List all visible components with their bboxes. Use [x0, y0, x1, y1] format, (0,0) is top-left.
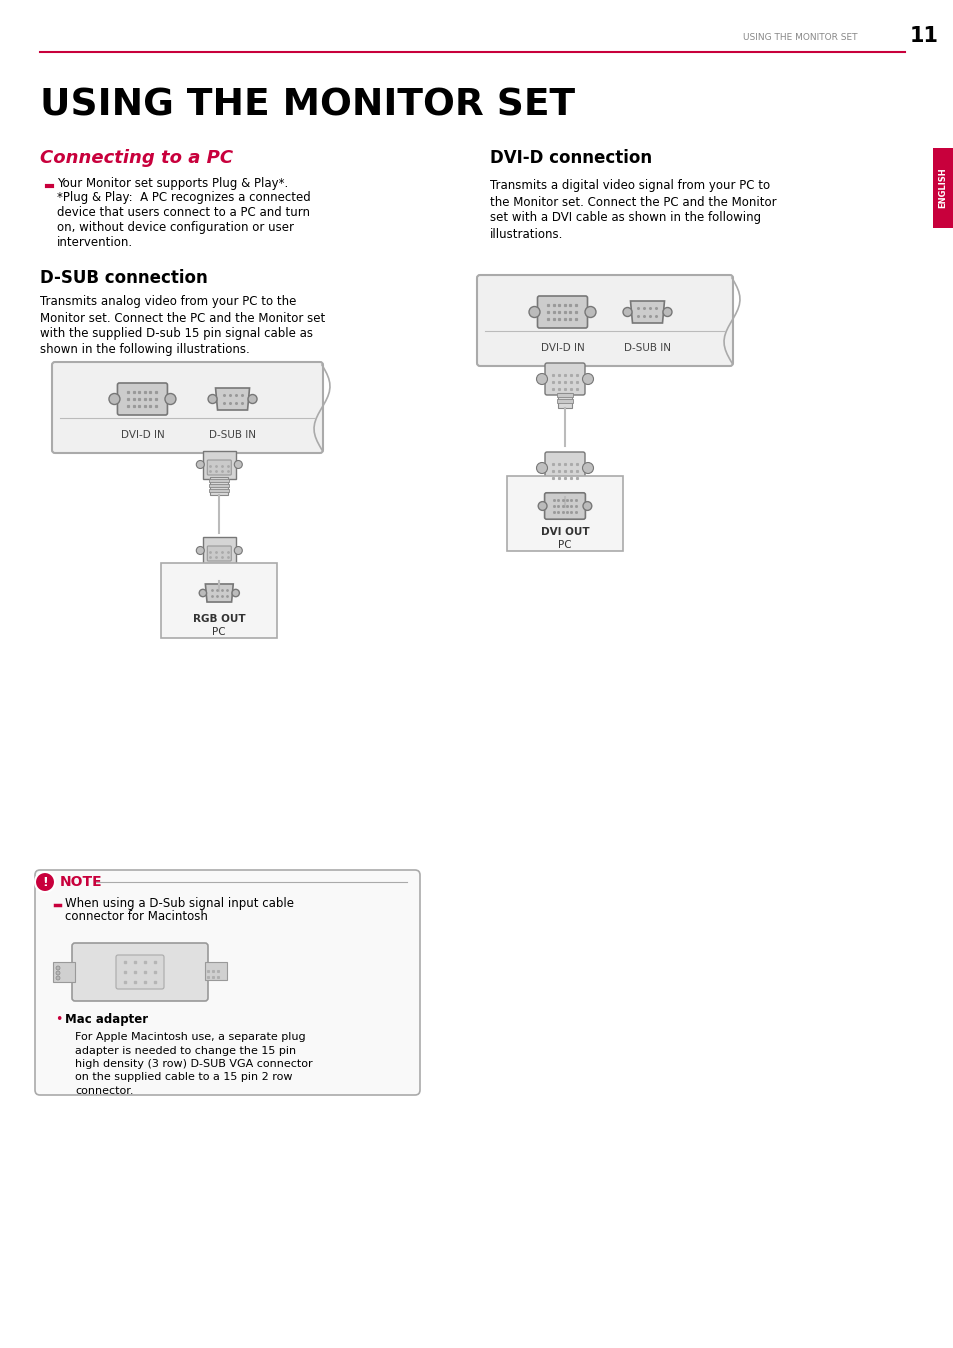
Text: USING THE MONITOR SET: USING THE MONITOR SET — [40, 88, 575, 123]
Text: !: ! — [42, 875, 48, 888]
FancyBboxPatch shape — [35, 869, 419, 1095]
Text: high density (3 row) D-SUB VGA connector: high density (3 row) D-SUB VGA connector — [75, 1060, 313, 1069]
Circle shape — [196, 546, 204, 554]
Text: D-SUB IN: D-SUB IN — [623, 342, 670, 353]
Bar — [209, 570, 229, 573]
Text: PC: PC — [558, 541, 571, 550]
Bar — [205, 962, 227, 980]
Text: Mac adapter: Mac adapter — [65, 1014, 148, 1026]
FancyBboxPatch shape — [52, 363, 323, 453]
Circle shape — [536, 373, 547, 384]
Bar — [557, 488, 573, 492]
Bar — [209, 484, 229, 487]
Text: device that users connect to a PC and turn: device that users connect to a PC and tu… — [57, 206, 310, 220]
Text: Connecting to a PC: Connecting to a PC — [40, 150, 233, 167]
Text: ENGLISH: ENGLISH — [938, 167, 946, 209]
Circle shape — [662, 307, 671, 317]
Circle shape — [529, 306, 539, 318]
FancyBboxPatch shape — [203, 537, 235, 565]
Text: the Monitor set. Connect the PC and the Monitor: the Monitor set. Connect the PC and the … — [490, 195, 776, 209]
Circle shape — [582, 373, 593, 384]
Circle shape — [582, 462, 593, 473]
Bar — [557, 483, 573, 487]
Text: DVI-D connection: DVI-D connection — [490, 150, 652, 167]
Circle shape — [208, 395, 217, 403]
Text: with the supplied D-sub 15 pin signal cable as: with the supplied D-sub 15 pin signal ca… — [40, 328, 313, 341]
Text: Transmits a digital video signal from your PC to: Transmits a digital video signal from yo… — [490, 179, 769, 193]
Circle shape — [56, 976, 60, 980]
Circle shape — [56, 967, 60, 971]
Text: on the supplied cable to a 15 pin 2 row: on the supplied cable to a 15 pin 2 row — [75, 1073, 293, 1082]
Bar — [557, 394, 573, 398]
Polygon shape — [932, 148, 953, 228]
Text: Transmits analog video from your PC to the: Transmits analog video from your PC to t… — [40, 295, 296, 309]
Text: When using a D-Sub signal input cable: When using a D-Sub signal input cable — [65, 896, 294, 910]
Bar — [210, 563, 228, 581]
Text: •: • — [55, 1014, 62, 1026]
FancyBboxPatch shape — [207, 546, 231, 561]
Circle shape — [199, 589, 207, 597]
Text: connector.: connector. — [75, 1086, 133, 1096]
Bar — [558, 483, 572, 497]
Text: D-SUB IN: D-SUB IN — [209, 430, 255, 439]
FancyBboxPatch shape — [117, 383, 168, 415]
Circle shape — [234, 546, 242, 554]
Polygon shape — [215, 388, 250, 410]
FancyBboxPatch shape — [544, 493, 585, 519]
Text: *Plug & Play:  A PC recognizes a connected: *Plug & Play: A PC recognizes a connecte… — [57, 191, 311, 205]
Text: For Apple Macintosh use, a separate plug: For Apple Macintosh use, a separate plug — [75, 1033, 305, 1042]
Text: 11: 11 — [909, 26, 938, 46]
Circle shape — [537, 501, 546, 511]
Circle shape — [248, 395, 256, 403]
FancyBboxPatch shape — [544, 452, 584, 484]
Text: intervention.: intervention. — [57, 236, 133, 249]
Text: adapter is needed to change the 15 pin: adapter is needed to change the 15 pin — [75, 1046, 295, 1055]
Text: DVI OUT: DVI OUT — [540, 527, 589, 538]
Bar — [209, 489, 229, 492]
FancyBboxPatch shape — [544, 363, 584, 395]
Text: Monitor set. Connect the PC and the Monitor set: Monitor set. Connect the PC and the Moni… — [40, 311, 325, 325]
Text: USING THE MONITOR SET: USING THE MONITOR SET — [742, 34, 857, 43]
Text: set with a DVI cable as shown in the following: set with a DVI cable as shown in the fol… — [490, 212, 760, 225]
Bar — [558, 394, 572, 408]
Text: connector for Macintosh: connector for Macintosh — [65, 910, 208, 923]
FancyBboxPatch shape — [537, 297, 587, 328]
Text: RGB OUT: RGB OUT — [193, 615, 245, 624]
FancyBboxPatch shape — [71, 944, 208, 1002]
Text: NOTE: NOTE — [60, 875, 103, 888]
Text: DVI-D IN: DVI-D IN — [120, 430, 164, 439]
Circle shape — [536, 462, 547, 473]
Circle shape — [584, 306, 596, 318]
Text: illustrations.: illustrations. — [490, 228, 563, 240]
Text: PC: PC — [213, 627, 226, 638]
Bar — [209, 565, 229, 568]
Text: DVI-D IN: DVI-D IN — [540, 342, 584, 353]
Polygon shape — [630, 301, 664, 324]
Bar — [210, 477, 228, 495]
Circle shape — [165, 394, 175, 404]
Circle shape — [56, 971, 60, 975]
FancyBboxPatch shape — [207, 460, 231, 474]
Text: on, without device configuration or user: on, without device configuration or user — [57, 221, 294, 235]
FancyBboxPatch shape — [203, 450, 235, 479]
Bar — [209, 479, 229, 483]
Bar — [161, 563, 277, 638]
Bar — [506, 476, 622, 551]
Text: D-SUB connection: D-SUB connection — [40, 270, 208, 287]
Circle shape — [196, 461, 204, 469]
Circle shape — [35, 872, 55, 892]
Bar — [557, 399, 573, 403]
Circle shape — [109, 394, 120, 404]
Text: shown in the following illustrations.: shown in the following illustrations. — [40, 344, 250, 356]
Bar — [209, 576, 229, 578]
Polygon shape — [205, 584, 233, 603]
Circle shape — [582, 501, 591, 511]
Circle shape — [234, 461, 242, 469]
FancyBboxPatch shape — [116, 954, 164, 989]
FancyBboxPatch shape — [476, 275, 732, 367]
Circle shape — [232, 589, 239, 597]
Text: Your Monitor set supports Plug & Play*.: Your Monitor set supports Plug & Play*. — [57, 177, 288, 190]
Circle shape — [622, 307, 631, 317]
Bar — [53, 962, 75, 981]
